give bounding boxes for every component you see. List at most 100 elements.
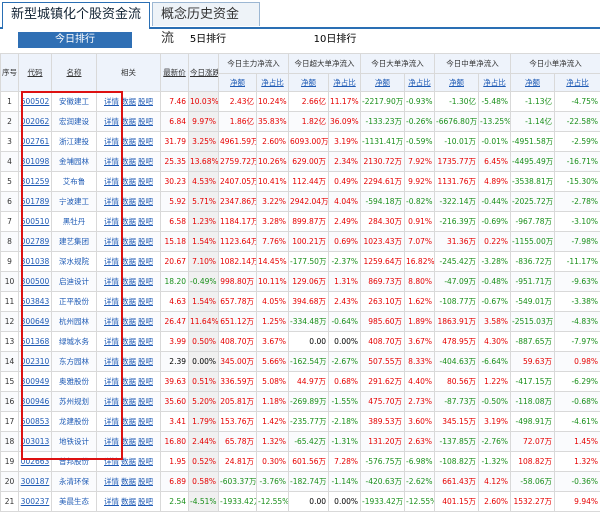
stock-code-link[interactable]: 002663	[21, 457, 50, 466]
detail-link[interactable]: 详情	[104, 297, 119, 306]
detail-link[interactable]: 详情	[104, 277, 119, 286]
stock-name-link[interactable]: 东方园林	[52, 352, 97, 372]
data-link[interactable]: 数据	[121, 397, 136, 406]
data-link[interactable]: 数据	[121, 257, 136, 266]
stock-name-link[interactable]: 奥雅股份	[52, 372, 97, 392]
data-link[interactable]: 数据	[121, 417, 136, 426]
stock-code-link[interactable]: 003013	[21, 437, 50, 446]
stock-name-link[interactable]: 艾布鲁	[52, 172, 97, 192]
stock-code-link[interactable]: 300949	[21, 377, 50, 386]
detail-link[interactable]: 详情	[104, 497, 119, 506]
detail-link[interactable]: 详情	[104, 477, 119, 486]
stock-code-link[interactable]: 600502	[21, 97, 50, 106]
header-main-ratio[interactable]: 净占比	[257, 74, 289, 92]
stock-name-link[interactable]: 安徽建工	[52, 92, 97, 112]
detail-link[interactable]: 详情	[104, 377, 119, 386]
data-link[interactable]: 数据	[121, 477, 136, 486]
stock-code-link[interactable]: 002062	[21, 117, 50, 126]
subtab-10day-rank[interactable]: 10日排行	[305, 32, 365, 48]
header-big-amount[interactable]: 净额	[361, 74, 405, 92]
data-link[interactable]: 数据	[121, 157, 136, 166]
data-link[interactable]: 数据	[121, 437, 136, 446]
forum-link[interactable]: 股吧	[138, 97, 153, 106]
detail-link[interactable]: 详情	[104, 217, 119, 226]
stock-code-link[interactable]: 603843	[21, 297, 50, 306]
stock-name-link[interactable]: 黑牡丹	[52, 212, 97, 232]
stock-code-link[interactable]: 601789	[21, 197, 50, 206]
forum-link[interactable]: 股吧	[138, 277, 153, 286]
data-link[interactable]: 数据	[121, 137, 136, 146]
tab-stock-fund-flow[interactable]: 新型城镇化个股资金流	[2, 2, 150, 29]
data-link[interactable]: 数据	[121, 217, 136, 226]
detail-link[interactable]: 详情	[104, 157, 119, 166]
data-link[interactable]: 数据	[121, 497, 136, 506]
detail-link[interactable]: 详情	[104, 177, 119, 186]
stock-code-link[interactable]: 002761	[21, 137, 50, 146]
forum-link[interactable]: 股吧	[138, 357, 153, 366]
header-code[interactable]: 代码	[19, 54, 52, 92]
stock-name-link[interactable]: 深水规院	[52, 252, 97, 272]
stock-code-link[interactable]: 301259	[21, 177, 50, 186]
stock-code-link[interactable]: 300237	[21, 497, 50, 506]
stock-code-link[interactable]: 600853	[21, 417, 50, 426]
data-link[interactable]: 数据	[121, 297, 136, 306]
detail-link[interactable]: 详情	[104, 317, 119, 326]
detail-link[interactable]: 详情	[104, 97, 119, 106]
data-link[interactable]: 数据	[121, 337, 136, 346]
forum-link[interactable]: 股吧	[138, 297, 153, 306]
detail-link[interactable]: 详情	[104, 417, 119, 426]
stock-name-link[interactable]: 地铁设计	[52, 432, 97, 452]
data-link[interactable]: 数据	[121, 357, 136, 366]
stock-name-link[interactable]: 宁波建工	[52, 192, 97, 212]
forum-link[interactable]: 股吧	[138, 377, 153, 386]
stock-code-link[interactable]: 300649	[21, 317, 50, 326]
header-main-amount[interactable]: 净额	[219, 74, 257, 92]
data-link[interactable]: 数据	[121, 277, 136, 286]
stock-name-link[interactable]: 杭州园林	[52, 312, 97, 332]
detail-link[interactable]: 详情	[104, 357, 119, 366]
detail-link[interactable]: 详情	[104, 337, 119, 346]
stock-code-link[interactable]: 300187	[21, 477, 50, 486]
stock-name-link[interactable]: 永清环保	[52, 472, 97, 492]
data-link[interactable]: 数据	[121, 377, 136, 386]
stock-name-link[interactable]: 建艺集团	[52, 232, 97, 252]
detail-link[interactable]: 详情	[104, 117, 119, 126]
forum-link[interactable]: 股吧	[138, 137, 153, 146]
header-super-amount[interactable]: 净额	[289, 74, 329, 92]
data-link[interactable]: 数据	[121, 177, 136, 186]
detail-link[interactable]: 详情	[104, 437, 119, 446]
forum-link[interactable]: 股吧	[138, 457, 153, 466]
header-super-ratio[interactable]: 净占比	[329, 74, 361, 92]
forum-link[interactable]: 股吧	[138, 317, 153, 326]
stock-code-link[interactable]: 301038	[21, 257, 50, 266]
forum-link[interactable]: 股吧	[138, 257, 153, 266]
stock-name-link[interactable]: 启迪设计	[52, 272, 97, 292]
forum-link[interactable]: 股吧	[138, 117, 153, 126]
stock-code-link[interactable]: 300500	[21, 277, 50, 286]
data-link[interactable]: 数据	[121, 117, 136, 126]
tab-concept-history-flow[interactable]: 概念历史资金流	[152, 2, 260, 26]
header-change-pct[interactable]: 今日涨跌幅	[189, 54, 219, 92]
stock-name-link[interactable]: 龙建股份	[52, 412, 97, 432]
forum-link[interactable]: 股吧	[138, 237, 153, 246]
stock-code-link[interactable]: 301098	[21, 157, 50, 166]
forum-link[interactable]: 股吧	[138, 497, 153, 506]
forum-link[interactable]: 股吧	[138, 417, 153, 426]
stock-code-link[interactable]: 002310	[21, 357, 50, 366]
forum-link[interactable]: 股吧	[138, 157, 153, 166]
stock-name-link[interactable]: 苏州规划	[52, 392, 97, 412]
header-name[interactable]: 名称	[52, 54, 97, 92]
header-small-ratio[interactable]: 净占比	[555, 74, 600, 92]
header-big-ratio[interactable]: 净占比	[405, 74, 435, 92]
detail-link[interactable]: 详情	[104, 257, 119, 266]
forum-link[interactable]: 股吧	[138, 437, 153, 446]
stock-name-link[interactable]: 普邦股份	[52, 452, 97, 472]
stock-code-link[interactable]: 600510	[21, 217, 50, 226]
detail-link[interactable]: 详情	[104, 197, 119, 206]
detail-link[interactable]: 详情	[104, 237, 119, 246]
header-small-amount[interactable]: 净额	[511, 74, 555, 92]
stock-code-link[interactable]: 601368	[21, 337, 50, 346]
subtab-today-rank[interactable]: 今日排行	[18, 32, 132, 48]
forum-link[interactable]: 股吧	[138, 397, 153, 406]
stock-name-link[interactable]: 浙江建投	[52, 132, 97, 152]
